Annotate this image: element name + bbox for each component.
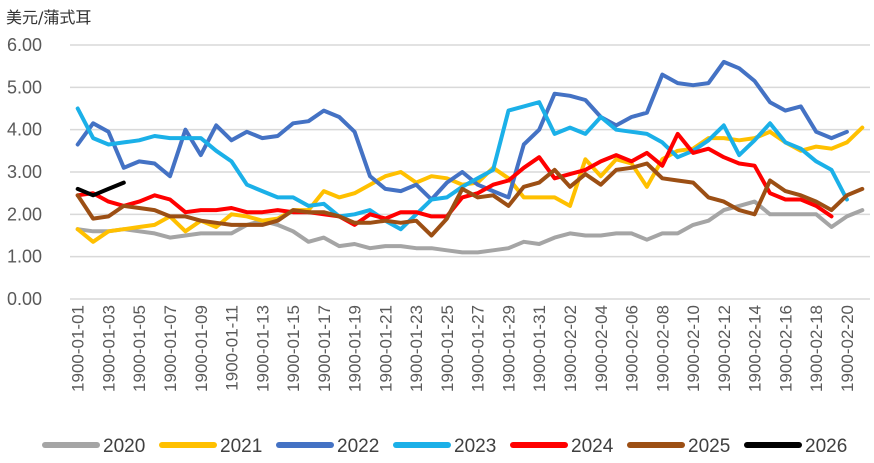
x-tick-label: 1900-02-20: [838, 305, 857, 392]
x-tick-label: 1900-02-08: [653, 305, 672, 392]
x-tick-label: 1900-01-09: [192, 305, 211, 392]
y-tick-label: 1.00: [7, 247, 42, 267]
x-tick-label: 1900-01-11: [223, 305, 242, 391]
x-tick-label: 1900-02-06: [623, 305, 642, 392]
x-tick-label: 1900-01-23: [407, 305, 426, 392]
x-tick-label: 1900-01-27: [469, 305, 488, 392]
series-line-2022: [75, 59, 849, 202]
x-tick-label: 1900-01-19: [346, 305, 365, 392]
y-tick-label: 0.00: [7, 289, 42, 309]
y-tick-label: 5.00: [7, 77, 42, 97]
x-tick-label: 1900-02-16: [776, 305, 795, 392]
x-tick-label: 1900-02-12: [715, 305, 734, 392]
x-tick-label: 1900-02-18: [807, 305, 826, 392]
legend-label-2025: 2025: [688, 436, 730, 457]
x-tick-label: 1900-01-03: [99, 305, 118, 392]
x-tick-label: 1900-01-05: [130, 305, 149, 392]
x-tick-label: 1900-02-14: [746, 305, 765, 392]
x-tick-label: 1900-01-15: [284, 305, 303, 392]
x-tick-label: 1900-01-21: [376, 305, 395, 392]
x-tick-label: 1900-01-13: [253, 305, 272, 392]
x-tick-label: 1900-02-10: [684, 305, 703, 392]
series-line-2025: [75, 161, 865, 238]
y-tick-label: 3.00: [7, 162, 42, 182]
legend-label-2023: 2023: [454, 436, 496, 457]
x-tick-label: 1900-01-29: [499, 305, 518, 392]
legend-label-2022: 2022: [337, 436, 379, 457]
y-tick-label: 6.00: [7, 35, 42, 55]
legend-label-2024: 2024: [571, 436, 614, 457]
legend-label-2021: 2021: [220, 436, 262, 457]
y-tick-label: 2.00: [7, 204, 42, 224]
legend-label-2026: 2026: [805, 436, 847, 457]
y-axis-unit-label: 美元/蒲式耳: [6, 8, 92, 27]
x-tick-label: 1900-01-31: [530, 305, 549, 392]
x-tick-label: 1900-01-17: [315, 305, 334, 392]
series-line-2026: [75, 180, 126, 198]
y-tick-label: 4.00: [7, 120, 42, 140]
x-tick-label: 1900-01-01: [69, 305, 88, 392]
x-tick-label: 1900-02-02: [561, 305, 580, 392]
legend-label-2020: 2020: [103, 436, 145, 457]
x-tick-label: 1900-01-25: [438, 305, 457, 392]
x-tick-label: 1900-02-04: [592, 305, 611, 392]
x-tick-label: 1900-01-07: [161, 305, 180, 392]
